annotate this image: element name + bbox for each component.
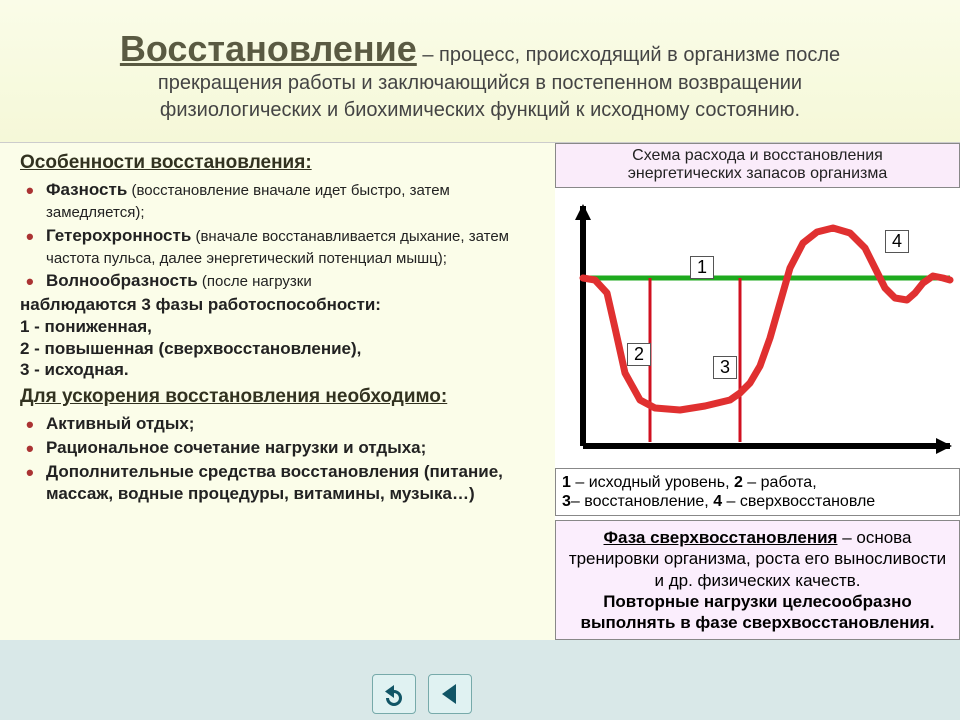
accel-heading: Для ускорения восстановления необходимо: [20,385,543,409]
chart-label-3: 3 [713,356,737,379]
subtitle-line3: физиологических и биохимических функций … [40,97,920,124]
feature-2: Гетерохронность (вначале восстанавливает… [24,225,543,269]
chart: 1 2 3 4 [555,188,960,468]
phase-box: Фаза сверхвосстановления – основа тренир… [555,520,960,640]
accel-2: Рациональное сочетание нагрузки и отдыха… [24,437,543,459]
header: Восстановление – процесс, происходящий в… [0,0,960,143]
subtitle-line2: прекращения работы и заключающийся в пос… [40,70,920,97]
chart-title: Схема расхода и восстановления энергетич… [555,143,960,188]
left-panel: Особенности восстановления: Фазность (во… [0,143,555,640]
main: Особенности восстановления: Фазность (во… [0,143,960,640]
title-line: Восстановление – процесс, происходящий в… [40,28,920,70]
prev-icon [436,681,464,707]
accel-list: Активный отдых; Рациональное сочетание н… [20,413,543,504]
chart-label-4: 4 [885,230,909,253]
accel-3: Дополнительные средства восстановления (… [24,461,543,505]
title-rest: – процесс, происходящий в организме посл… [417,44,840,66]
nav-buttons [372,674,472,714]
phases-intro: наблюдаются 3 фазы работоспособности: [20,294,543,316]
feature-3: Волнообразность (после нагрузки [24,270,543,292]
accel-1: Активный отдых; [24,413,543,435]
prev-button[interactable] [428,674,472,714]
phase-3: 3 - исходная. [20,359,543,381]
chart-label-2: 2 [627,343,651,366]
features-list: Фазность (восстановление вначале идет бы… [20,179,543,292]
right-panel: Схема расхода и восстановления энергетич… [555,143,960,640]
phase-2: 2 - повышенная (сверхвосстановление), [20,338,543,360]
title-word: Восстановление [120,28,417,69]
feature-1: Фазность (восстановление вначале идет бы… [24,179,543,223]
features-heading: Особенности восстановления: [20,151,543,175]
chart-label-1: 1 [690,256,714,279]
phase-1: 1 - пониженная, [20,316,543,338]
undo-icon [380,681,408,707]
back-button[interactable] [372,674,416,714]
legend-box: 1 – исходный уровень, 2 – работа, 3– вос… [555,468,960,516]
